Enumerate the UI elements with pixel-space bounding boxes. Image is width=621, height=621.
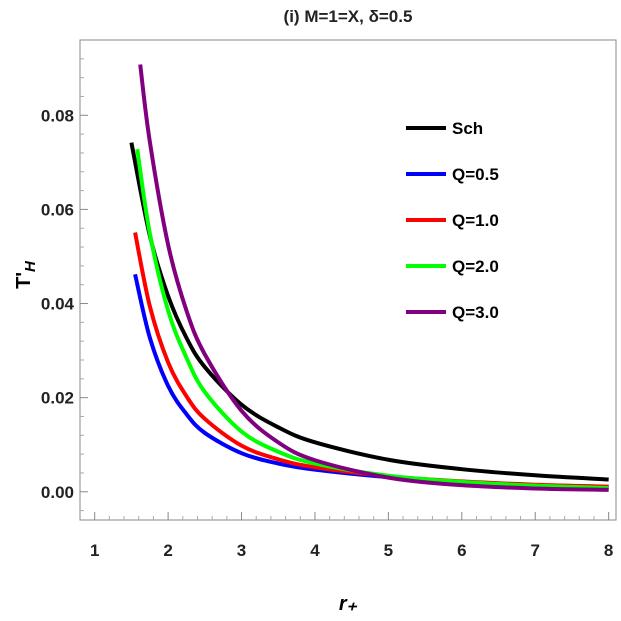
legend-label-q-2-0: Q=2.0: [452, 257, 499, 276]
chart-title: (i) M=1=X, δ=0.5: [284, 7, 413, 26]
x-tick-label: 2: [163, 541, 172, 560]
y-tick-label: 0.08: [41, 106, 74, 125]
y-tick-label: 0.04: [41, 295, 75, 314]
y-axis-label: T'H: [13, 260, 39, 289]
legend-label-q-0-5: Q=0.5: [452, 165, 499, 184]
x-tick-label: 1: [90, 541, 99, 560]
x-tick-label: 8: [604, 541, 613, 560]
legend: Sch Q=0.5 Q=1.0 Q=2.0 Q=3.0: [406, 119, 499, 322]
x-tick-label: 6: [457, 541, 466, 560]
x-tick-label: 4: [310, 541, 320, 560]
x-tick-label: 3: [237, 541, 246, 560]
series-line-q-3-0: [138, 64, 609, 492]
x-tick-label: 7: [530, 541, 539, 560]
series-line-sch: [129, 142, 609, 482]
series-lines: [129, 64, 609, 492]
x-axis-label: r₊: [339, 593, 358, 615]
series-line-q-2-0: [135, 148, 609, 490]
plot-frame: [79, 39, 617, 521]
y-tick-label: 0.00: [41, 483, 74, 502]
ticks: 1 2 3 4 5 6 7 8 0.00 0.02 0.04 0.06 0.08: [41, 58, 613, 560]
y-tick-label: 0.06: [41, 200, 74, 219]
legend-label-sch: Sch: [452, 119, 483, 138]
x-tick-label: 5: [384, 541, 393, 560]
legend-label-q-3-0: Q=3.0: [452, 303, 499, 322]
y-tick-label: 0.02: [41, 389, 74, 408]
legend-label-q-1-0: Q=1.0: [452, 211, 499, 230]
